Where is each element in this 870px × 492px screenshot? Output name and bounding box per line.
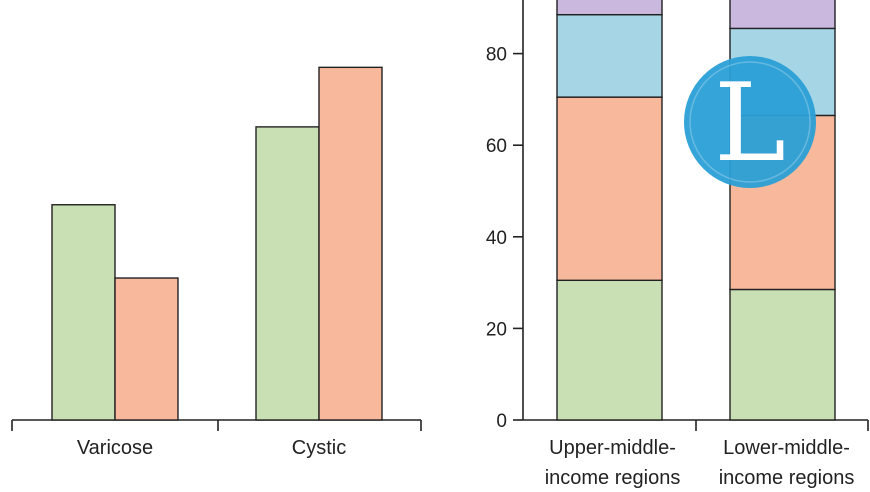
left-bar-cystic-s1 [255, 126, 320, 421]
left-bar-varicose-s2 [114, 277, 179, 421]
left-category-label: Cystic [292, 437, 346, 459]
right-bar-segment-c1-s2 [556, 96, 663, 282]
right-category-label: Upper-middle- [549, 437, 676, 459]
right-y-tick-label: 0 [496, 411, 507, 432]
right-y-tick-label: 80 [486, 45, 507, 66]
right-stacked-bar-chart: 0 20 40 60 80 Upper-middle-income regions Lowe… [486, 0, 869, 489]
logo-circle [684, 56, 816, 188]
right-bar-segment-c2-s1 [729, 288, 836, 421]
right-category-label: income regions [545, 467, 681, 489]
lancet-logo-watermark: L [684, 56, 816, 188]
right-bar-segment-c2-s4 [729, 0, 836, 30]
logo-ring [689, 61, 811, 183]
left-bar-chart: Varicose Cystic [11, 66, 422, 459]
right-bar-segment-c1-s1 [556, 279, 663, 421]
right-y-tick-label: 60 [486, 136, 507, 157]
logo-letter: L [714, 61, 786, 186]
right-y-tick-label: 20 [486, 319, 507, 340]
left-category-label: Varicose [77, 437, 153, 459]
right-bar-segment-c1-s4 [556, 0, 663, 16]
right-y-tick-label: 40 [486, 228, 507, 249]
right-category-label: income regions [719, 467, 855, 489]
right-category-label: Lower-middle- [723, 437, 850, 459]
left-bar-varicose-s1 [51, 204, 116, 421]
left-bar-cystic-s2 [318, 66, 383, 421]
right-bar-segment-c1-s3 [556, 13, 663, 98]
